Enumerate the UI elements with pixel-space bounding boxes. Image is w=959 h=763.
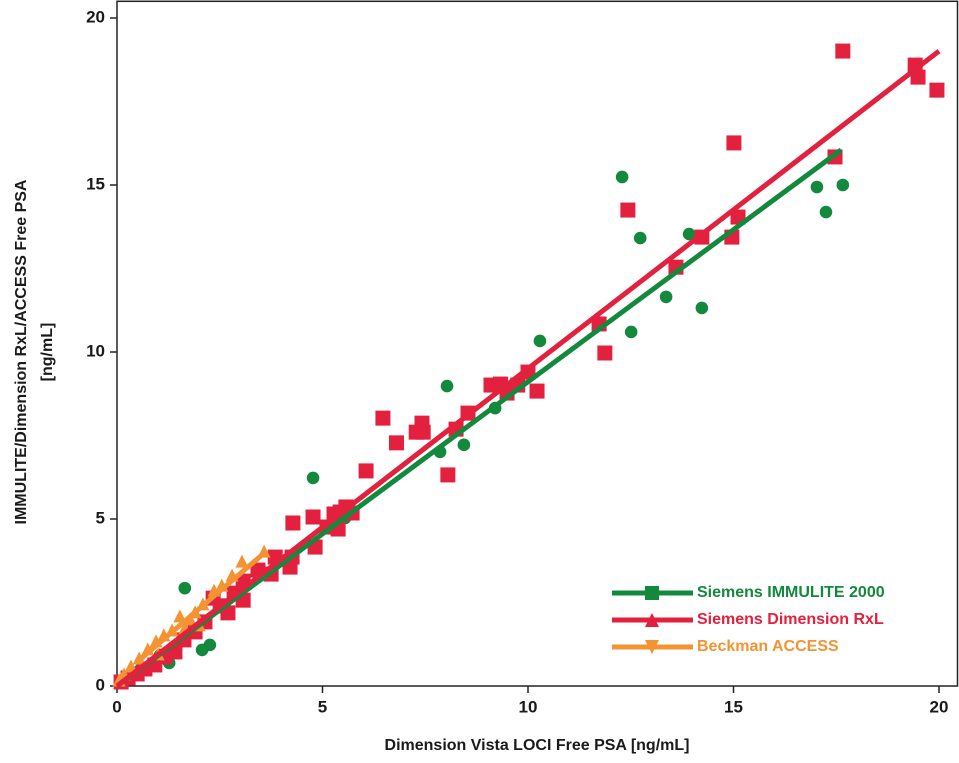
legend-label: Siemens IMMULITE 2000	[697, 584, 885, 601]
data-point	[235, 554, 249, 568]
y-axis-title: IMMULITE/Dimension RxL/ACCESS Free PSA	[13, 179, 30, 524]
data-point	[835, 43, 851, 59]
data-point	[910, 69, 926, 85]
x-tick-label: 5	[318, 697, 327, 716]
y-tick-label: 15	[86, 174, 105, 193]
data-point	[597, 345, 613, 361]
data-point	[682, 227, 696, 241]
data-point	[810, 180, 824, 194]
data-point	[929, 82, 945, 98]
x-tick-label: 0	[112, 697, 121, 716]
y-tick-label: 0	[96, 675, 105, 694]
data-point	[408, 424, 424, 440]
data-point	[457, 438, 471, 452]
y-axis-title: [ng/mL]	[39, 323, 56, 382]
legend-marker	[645, 640, 659, 654]
legend-label: Siemens Dimension RxL	[697, 611, 884, 628]
legend-marker	[645, 586, 659, 600]
data-point	[440, 379, 454, 393]
data-point	[305, 509, 321, 525]
x-tick-label: 20	[930, 697, 949, 716]
data-point	[819, 205, 833, 219]
data-point	[178, 581, 192, 595]
data-point	[836, 178, 850, 192]
data-point	[358, 463, 374, 479]
data-point	[124, 659, 138, 673]
y-tick-label: 10	[86, 341, 105, 360]
y-tick-label: 5	[96, 508, 105, 527]
fit-line	[115, 49, 941, 688]
data-point	[306, 471, 320, 485]
data-point	[388, 435, 404, 451]
data-point	[533, 334, 547, 348]
fit-line	[135, 550, 267, 664]
data-point	[375, 410, 391, 426]
data-point	[195, 643, 209, 657]
data-point	[615, 170, 629, 184]
data-point	[620, 202, 636, 218]
data-point	[659, 290, 673, 304]
data-point	[440, 467, 456, 483]
data-point	[726, 135, 742, 151]
x-axis-title: Dimension Vista LOCI Free PSA [ng/mL]	[385, 737, 690, 754]
fit-line	[115, 147, 843, 689]
plot-area	[112, 43, 945, 690]
legend-marker	[645, 613, 659, 627]
y-tick-label: 20	[86, 7, 105, 26]
data-point	[173, 609, 187, 623]
data-point	[624, 325, 638, 339]
x-tick-label: 10	[519, 697, 538, 716]
legend-label: Beckman ACCESS	[697, 638, 839, 655]
data-point	[695, 301, 709, 315]
data-point	[633, 231, 647, 245]
plot-frame	[116, 0, 959, 687]
x-tick-label: 15	[724, 697, 743, 716]
data-point	[529, 383, 545, 399]
data-point	[285, 515, 301, 531]
